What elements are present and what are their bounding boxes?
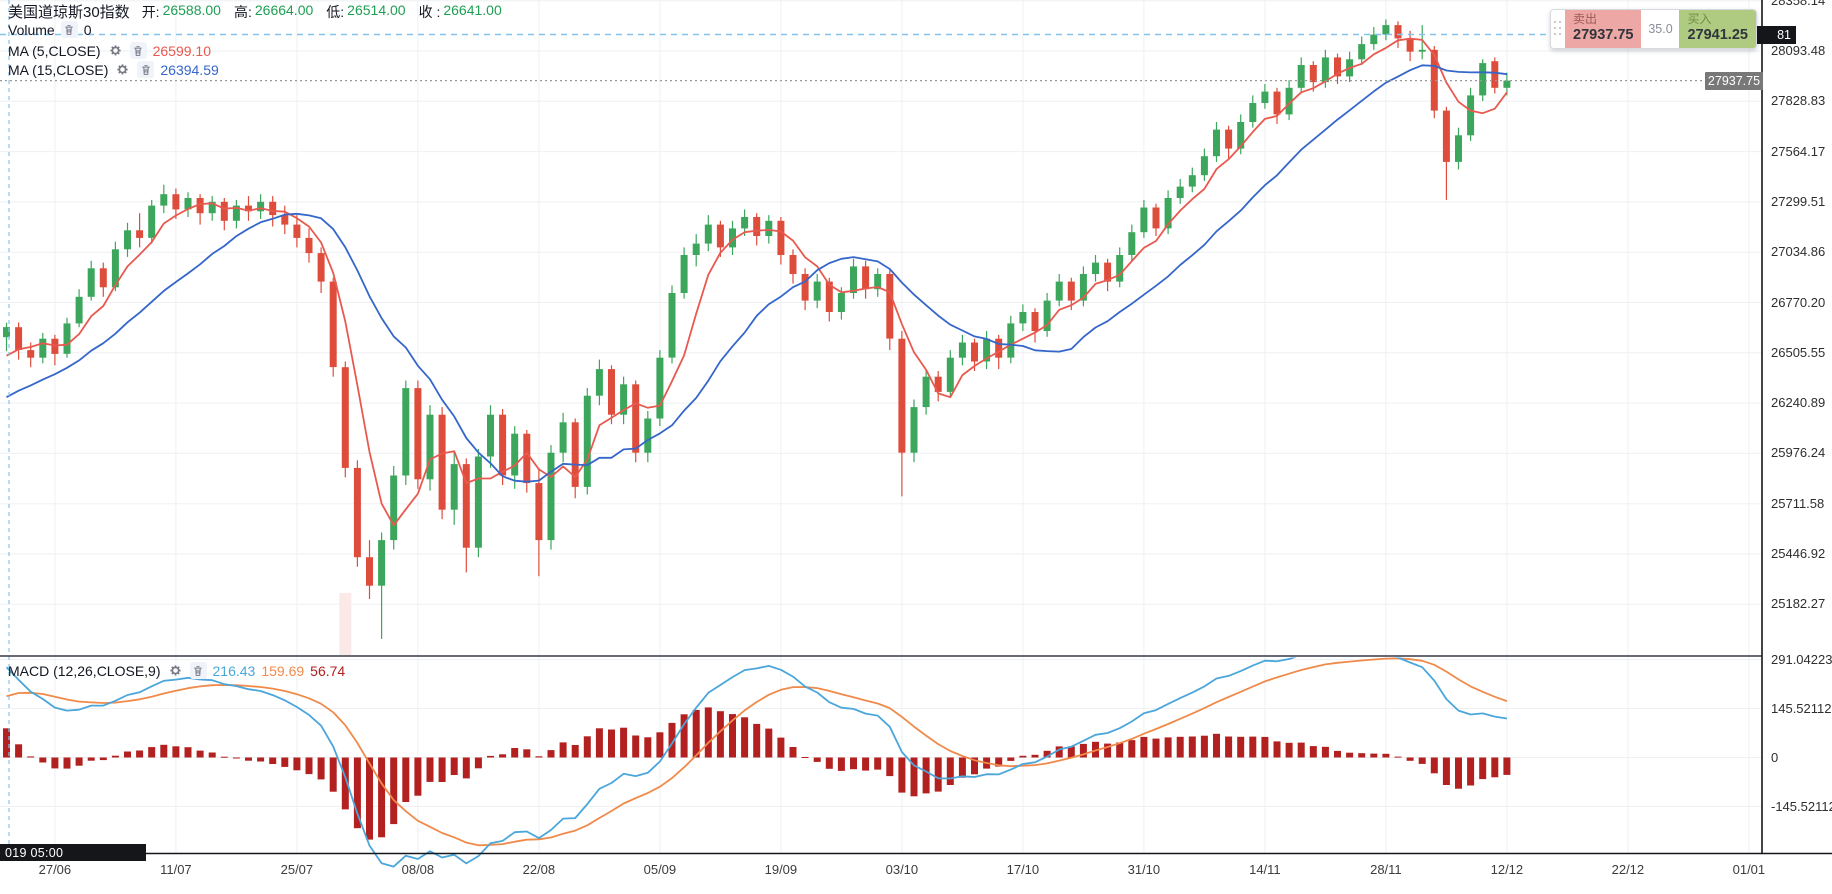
gear-icon[interactable] [107, 42, 124, 59]
close-value: 26641.00 [443, 1, 502, 18]
price-axis-label: 25711.58 [1771, 495, 1825, 511]
ma15-value: 26394.59 [160, 61, 219, 78]
volume-label: Volume [8, 21, 55, 38]
price-axis-label: 25446.92 [1771, 546, 1826, 561]
time-axis-label: 19/09 [764, 862, 798, 877]
ma15-label: MA (15,CLOSE) [8, 61, 109, 78]
drag-dots-icon [1554, 21, 1562, 37]
ma15-legend-row: MA (15,CLOSE) 26394.59 [8, 61, 219, 78]
open-label: 开: [141, 3, 160, 20]
macd-axis-label: 0 [1771, 749, 1779, 765]
price-axis-label: 27564.17 [1771, 143, 1826, 159]
trade-widget: 卖出 27937.75 35.0 买入 27941.25 [1550, 9, 1757, 49]
time-axis-label: 28/11 [1370, 862, 1402, 877]
sell-price: 27937.75 [1573, 27, 1634, 44]
gear-icon[interactable] [167, 662, 184, 679]
low-label: 低: [326, 3, 345, 20]
time-axis-label: 22/12 [1611, 862, 1645, 877]
trash-icon[interactable] [137, 61, 155, 78]
time-axis-scale-handle[interactable] [0, 855, 1832, 894]
time-axis-label: 25/07 [280, 862, 314, 877]
time-axis-label: 05/09 [643, 862, 677, 877]
macd-legend-row: MACD (12,26,CLOSE,9) 216.43 159.69 56.74 [8, 662, 345, 679]
time-axis-label: 08/08 [401, 862, 435, 877]
time-axis-label: 17/10 [1006, 862, 1040, 877]
volume-legend-row: Volume 0 [8, 21, 92, 38]
sell-label: 卖出 [1573, 12, 1598, 27]
price-axis-scale-handle[interactable] [1763, 0, 1832, 853]
close-label: 收 : [418, 3, 441, 20]
time-axis-label: 12/12 [1490, 862, 1524, 877]
time-axis-label: 01/01 [1732, 862, 1766, 877]
symbol-legend-row: 美国道琼斯30指数 开: 26588.00 高: 26664.00 低: 26514.… [8, 1, 509, 22]
macd-label: MACD (12,26,CLOSE,9) [8, 662, 161, 679]
macd-value-slow: 159.69 [261, 662, 305, 679]
high-value: 26664.00 [254, 1, 314, 18]
price-axis-label: 27299.51 [1771, 193, 1826, 209]
high-label: 高: [233, 3, 252, 20]
buy-price: 27941.25 [1687, 27, 1748, 44]
ma5-legend-row: MA (5,CLOSE) 26599.10 [8, 42, 211, 59]
price-axis-label: 28093.48 [1771, 43, 1826, 58]
crosshair-time-tag: 019 05:00 [0, 844, 146, 861]
widget-drag-handle[interactable] [1551, 10, 1565, 48]
symbol-title: 美国道琼斯30指数 [8, 4, 130, 21]
ma5-label: MA (5,CLOSE) [8, 42, 101, 59]
current-price-tag: 27937.75 [1705, 71, 1763, 90]
spread-value: 35.0 [1641, 10, 1680, 48]
trash-icon[interactable] [60, 21, 78, 38]
volume-value: 0 [83, 21, 92, 38]
macd-axis-label: -145.52112 [1771, 798, 1832, 814]
price-axis-label: 25182.27 [1771, 596, 1826, 612]
trash-icon[interactable] [129, 42, 147, 59]
sell-button[interactable]: 卖出 27937.75 [1565, 10, 1642, 48]
price-axis-label: 27828.83 [1771, 93, 1826, 109]
trash-icon[interactable] [189, 662, 207, 679]
time-axis-label: 27/06 [38, 862, 72, 877]
open-value: 26588.00 [162, 1, 221, 18]
buy-button[interactable]: 买入 27941.25 [1679, 10, 1756, 48]
macd-value-hist: 56.74 [310, 662, 346, 679]
price-axis-label: 26770.20 [1771, 294, 1826, 310]
buy-label: 买入 [1687, 12, 1712, 27]
time-axis-label: 31/10 [1127, 862, 1161, 877]
gear-icon[interactable] [114, 61, 131, 78]
price-axis-label: 26240.89 [1771, 395, 1826, 411]
price-axis-label: 25976.24 [1771, 445, 1826, 461]
low-value: 26514.00 [347, 1, 406, 18]
time-axis-label: 14/11 [1249, 862, 1281, 877]
time-axis-label: 03/10 [885, 862, 919, 877]
time-axis-label: 22/08 [522, 862, 556, 877]
macd-value-fast: 216.43 [212, 662, 256, 679]
macd-axis-label: 291.04223 [1771, 651, 1832, 667]
price-axis-label: 26505.55 [1771, 344, 1826, 360]
ma5-value: 26599.10 [152, 42, 211, 59]
price-axis-label: 27034.86 [1771, 244, 1826, 260]
time-axis-label: 11/07 [160, 862, 192, 877]
price-axis-label: 28358.14 [1771, 0, 1826, 8]
macd-axis-label: 145.52112 [1771, 700, 1832, 716]
